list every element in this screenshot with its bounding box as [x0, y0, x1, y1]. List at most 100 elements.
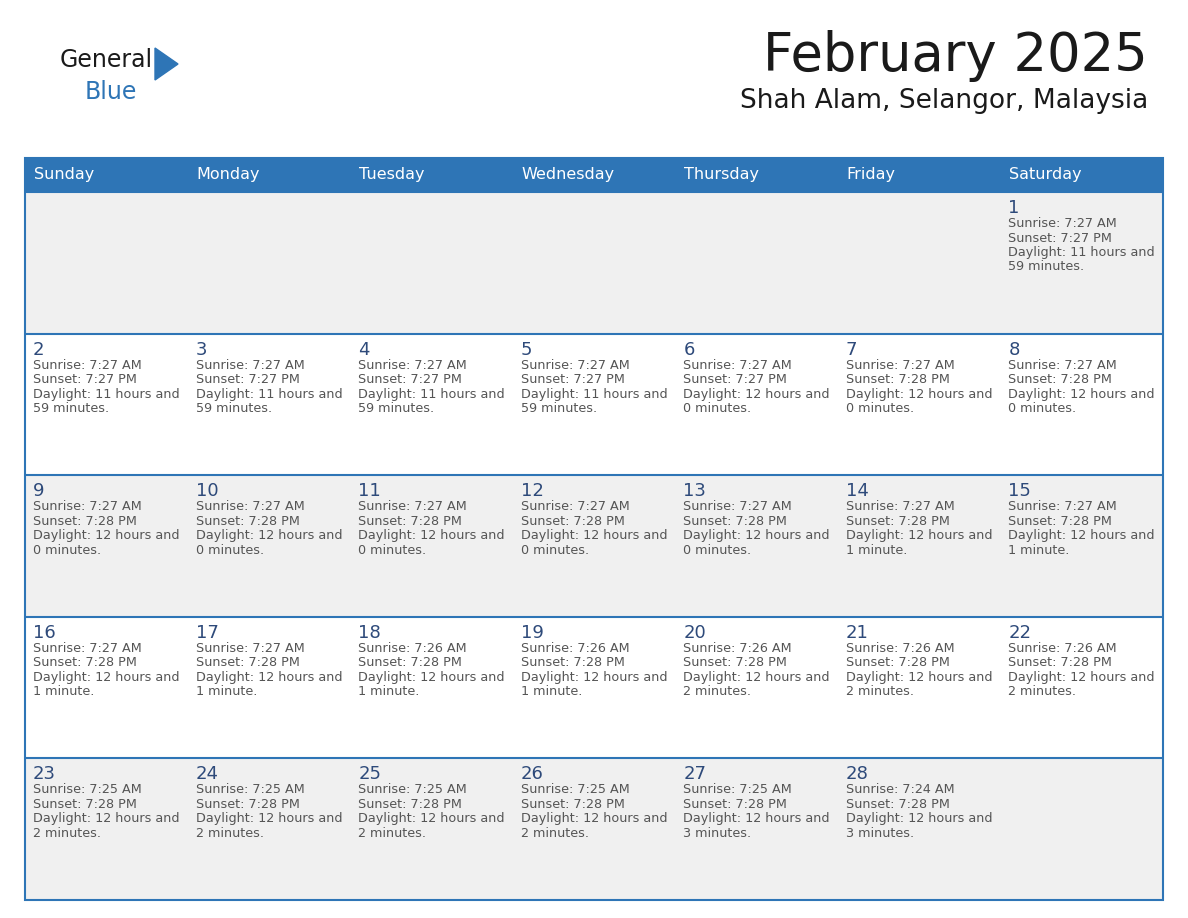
Text: Sunrise: 7:27 AM: Sunrise: 7:27 AM: [33, 500, 141, 513]
Bar: [188, 617, 350, 758]
Text: 9: 9: [33, 482, 44, 500]
Text: Sunset: 7:28 PM: Sunset: 7:28 PM: [358, 515, 462, 528]
Text: Daylight: 11 hours and: Daylight: 11 hours and: [1009, 246, 1155, 259]
Text: Daylight: 12 hours and: Daylight: 12 hours and: [683, 529, 829, 543]
Text: Daylight: 11 hours and: Daylight: 11 hours and: [33, 387, 179, 400]
Bar: [838, 333, 1000, 476]
Text: Daylight: 12 hours and: Daylight: 12 hours and: [683, 812, 829, 825]
Text: Sunset: 7:27 PM: Sunset: 7:27 PM: [358, 373, 462, 386]
Bar: [25, 758, 188, 900]
Text: Daylight: 11 hours and: Daylight: 11 hours and: [520, 387, 668, 400]
Bar: [675, 617, 838, 758]
Text: Sunset: 7:28 PM: Sunset: 7:28 PM: [520, 515, 625, 528]
Text: Daylight: 12 hours and: Daylight: 12 hours and: [1009, 529, 1155, 543]
Text: 3: 3: [196, 341, 207, 359]
Text: 20: 20: [683, 624, 706, 642]
Text: 2 minutes.: 2 minutes.: [683, 686, 751, 699]
Text: 21: 21: [846, 624, 868, 642]
Text: Daylight: 11 hours and: Daylight: 11 hours and: [358, 387, 505, 400]
Text: Daylight: 12 hours and: Daylight: 12 hours and: [358, 812, 505, 825]
Text: Sunset: 7:28 PM: Sunset: 7:28 PM: [520, 798, 625, 811]
Text: 12: 12: [520, 482, 544, 500]
Bar: [838, 192, 1000, 333]
Text: Sunrise: 7:25 AM: Sunrise: 7:25 AM: [683, 783, 792, 797]
Text: 1 minute.: 1 minute.: [196, 686, 257, 699]
Bar: [350, 617, 513, 758]
Text: Sunrise: 7:26 AM: Sunrise: 7:26 AM: [1009, 642, 1117, 655]
Text: 3 minutes.: 3 minutes.: [683, 827, 752, 840]
Bar: [25, 192, 188, 333]
Text: Sunrise: 7:27 AM: Sunrise: 7:27 AM: [196, 642, 304, 655]
Bar: [350, 158, 513, 192]
Text: 1 minute.: 1 minute.: [358, 686, 419, 699]
Bar: [350, 758, 513, 900]
Text: Sunset: 7:28 PM: Sunset: 7:28 PM: [1009, 656, 1112, 669]
Text: 2 minutes.: 2 minutes.: [358, 827, 426, 840]
Text: Wednesday: Wednesday: [522, 167, 615, 183]
Bar: [513, 758, 675, 900]
Text: Sunrise: 7:25 AM: Sunrise: 7:25 AM: [33, 783, 141, 797]
Text: Sunrise: 7:27 AM: Sunrise: 7:27 AM: [683, 359, 792, 372]
Text: 2: 2: [33, 341, 44, 359]
Bar: [513, 158, 675, 192]
Text: Sunset: 7:28 PM: Sunset: 7:28 PM: [1009, 515, 1112, 528]
Text: Sunset: 7:28 PM: Sunset: 7:28 PM: [846, 515, 949, 528]
Text: 14: 14: [846, 482, 868, 500]
Text: Sunset: 7:28 PM: Sunset: 7:28 PM: [358, 656, 462, 669]
Text: Sunset: 7:27 PM: Sunset: 7:27 PM: [520, 373, 625, 386]
Text: Sunset: 7:28 PM: Sunset: 7:28 PM: [683, 515, 788, 528]
Bar: [1000, 476, 1163, 617]
Text: Sunset: 7:27 PM: Sunset: 7:27 PM: [1009, 231, 1112, 244]
Text: Sunrise: 7:26 AM: Sunrise: 7:26 AM: [683, 642, 792, 655]
Text: Daylight: 12 hours and: Daylight: 12 hours and: [846, 812, 992, 825]
Text: 0 minutes.: 0 minutes.: [196, 543, 264, 556]
Text: Sunrise: 7:27 AM: Sunrise: 7:27 AM: [1009, 217, 1117, 230]
Text: 27: 27: [683, 766, 707, 783]
Bar: [188, 333, 350, 476]
Text: Daylight: 12 hours and: Daylight: 12 hours and: [846, 529, 992, 543]
Text: Daylight: 11 hours and: Daylight: 11 hours and: [196, 387, 342, 400]
Bar: [25, 476, 188, 617]
Bar: [675, 758, 838, 900]
Bar: [350, 333, 513, 476]
Text: Tuesday: Tuesday: [359, 167, 424, 183]
Text: 5: 5: [520, 341, 532, 359]
Text: Sunrise: 7:27 AM: Sunrise: 7:27 AM: [33, 359, 141, 372]
Text: Sunset: 7:27 PM: Sunset: 7:27 PM: [33, 373, 137, 386]
Text: Shah Alam, Selangor, Malaysia: Shah Alam, Selangor, Malaysia: [740, 88, 1148, 114]
Text: Daylight: 12 hours and: Daylight: 12 hours and: [846, 671, 992, 684]
Text: Sunset: 7:28 PM: Sunset: 7:28 PM: [683, 798, 788, 811]
Text: Sunrise: 7:27 AM: Sunrise: 7:27 AM: [1009, 500, 1117, 513]
Text: 16: 16: [33, 624, 56, 642]
Text: 18: 18: [358, 624, 381, 642]
Text: Sunset: 7:28 PM: Sunset: 7:28 PM: [33, 798, 137, 811]
Bar: [1000, 158, 1163, 192]
Text: Daylight: 12 hours and: Daylight: 12 hours and: [683, 387, 829, 400]
Bar: [513, 476, 675, 617]
Text: 15: 15: [1009, 482, 1031, 500]
Text: February 2025: February 2025: [763, 30, 1148, 82]
Text: 25: 25: [358, 766, 381, 783]
Bar: [188, 192, 350, 333]
Bar: [513, 617, 675, 758]
Bar: [188, 158, 350, 192]
Bar: [350, 192, 513, 333]
Text: 59 minutes.: 59 minutes.: [520, 402, 596, 415]
Text: 8: 8: [1009, 341, 1019, 359]
Text: 2 minutes.: 2 minutes.: [520, 827, 589, 840]
Text: Sunrise: 7:26 AM: Sunrise: 7:26 AM: [520, 642, 630, 655]
Bar: [25, 158, 188, 192]
Bar: [1000, 192, 1163, 333]
Bar: [675, 333, 838, 476]
Bar: [513, 333, 675, 476]
Text: Sunday: Sunday: [34, 167, 94, 183]
Text: Daylight: 12 hours and: Daylight: 12 hours and: [683, 671, 829, 684]
Text: Sunrise: 7:25 AM: Sunrise: 7:25 AM: [520, 783, 630, 797]
Polygon shape: [154, 48, 178, 80]
Text: Daylight: 12 hours and: Daylight: 12 hours and: [196, 671, 342, 684]
Text: 0 minutes.: 0 minutes.: [1009, 402, 1076, 415]
Text: 6: 6: [683, 341, 695, 359]
Text: Sunset: 7:28 PM: Sunset: 7:28 PM: [1009, 373, 1112, 386]
Text: Sunrise: 7:27 AM: Sunrise: 7:27 AM: [358, 500, 467, 513]
Text: 11: 11: [358, 482, 381, 500]
